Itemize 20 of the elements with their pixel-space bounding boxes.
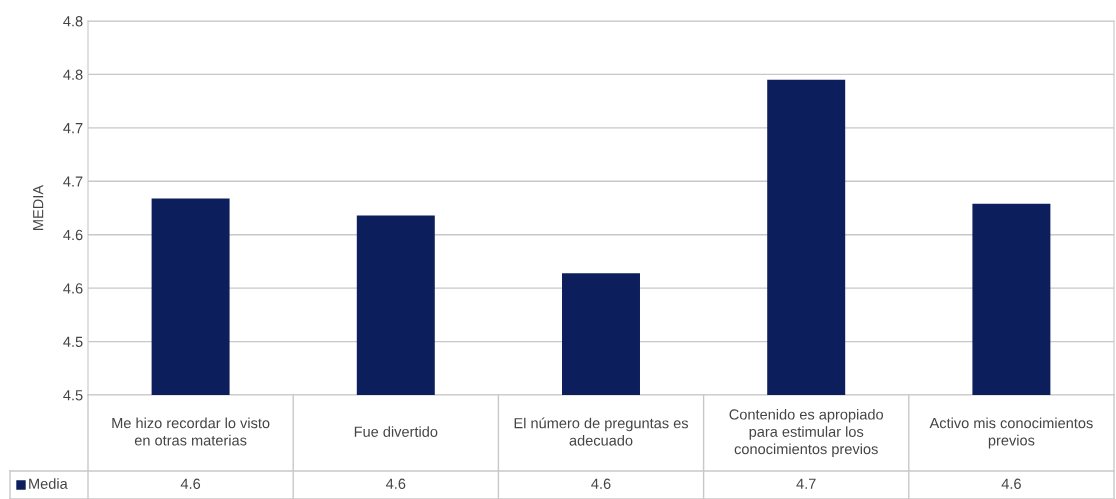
x-tick-label: Fue divertido bbox=[354, 426, 438, 437]
y-tick-label: 4.7 bbox=[63, 176, 83, 187]
legend-label: Media bbox=[29, 478, 68, 489]
data-label: 4.6 bbox=[1001, 478, 1021, 489]
y-tick-label: 4.7 bbox=[63, 123, 83, 134]
x-tick-label: El número de preguntas es adecuado bbox=[514, 417, 689, 446]
x-tick-label: Activo mis conocimientos previos bbox=[929, 417, 1093, 449]
y-tick-label: 4.6 bbox=[63, 283, 83, 294]
y-tick-label: 4.6 bbox=[63, 229, 83, 241]
y-tick-label: 4.5 bbox=[63, 336, 83, 347]
y-tick-label: 4.5 bbox=[63, 390, 83, 401]
y-tick-label: 4.8 bbox=[63, 16, 83, 27]
y-tick-label: 4.8 bbox=[63, 69, 83, 80]
y-axis-title: MEDIA bbox=[33, 184, 44, 230]
data-label: 4.7 bbox=[796, 478, 816, 489]
data-label: 4.6 bbox=[591, 478, 611, 489]
x-tick-label: Me hizo recordar lo visto en otras materias bbox=[112, 417, 270, 446]
data-label: 4.6 bbox=[386, 478, 406, 489]
data-label: 4.6 bbox=[180, 478, 201, 489]
x-tick-label: Contenido es apropiado para estimular los conocimientos previos bbox=[729, 408, 884, 458]
